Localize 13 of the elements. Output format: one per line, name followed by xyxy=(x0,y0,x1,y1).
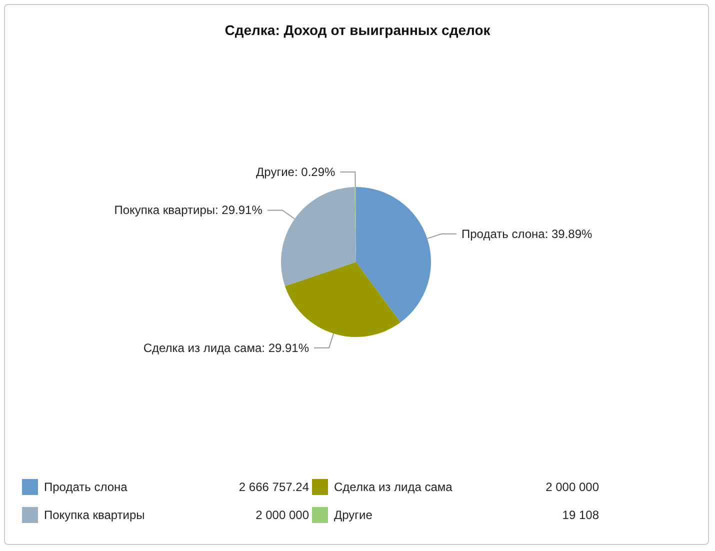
data-label: Продать слона: 39.89% xyxy=(462,226,593,241)
data-label: Сделка из лида сама: 29.91% xyxy=(143,340,310,355)
text: 2 666 757.24 xyxy=(238,480,309,494)
legend-label: Продать слона xyxy=(44,480,128,494)
text: 19 108 xyxy=(561,508,599,522)
chart-title: Сделка: Доход от выигранных сделок xyxy=(224,22,492,38)
text: 2 000 000 xyxy=(544,480,599,494)
data-label: Другие: 0.29% xyxy=(256,165,336,180)
legend-label: Другие xyxy=(334,508,374,522)
legend-label: Сделка из лида сама xyxy=(334,480,454,494)
legend-label: Покупка квартиры xyxy=(44,508,146,522)
data-label: Покупка квартиры: 29.91% xyxy=(114,203,263,218)
text: 2 000 000 xyxy=(254,508,309,522)
